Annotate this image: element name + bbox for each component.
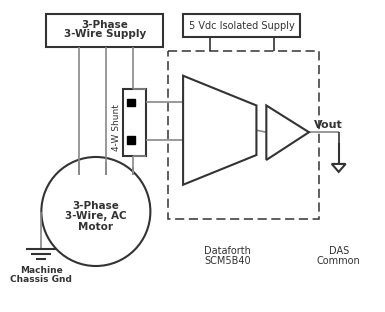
Text: SCM5B40: SCM5B40 bbox=[204, 256, 251, 266]
Bar bbox=[183, 14, 300, 37]
Text: 3-Phase: 3-Phase bbox=[81, 20, 128, 30]
Polygon shape bbox=[266, 105, 309, 160]
Bar bbox=[168, 51, 319, 219]
Text: 3-Wire Supply: 3-Wire Supply bbox=[64, 29, 146, 39]
Polygon shape bbox=[183, 76, 256, 185]
Text: DAS: DAS bbox=[328, 246, 349, 256]
Text: Dataforth: Dataforth bbox=[204, 246, 251, 256]
Text: Motor: Motor bbox=[79, 222, 113, 232]
Text: 5 Vdc Isolated Supply: 5 Vdc Isolated Supply bbox=[189, 21, 295, 31]
Text: 4-W Shunt: 4-W Shunt bbox=[112, 104, 121, 151]
Bar bbox=[127, 99, 134, 106]
Text: 3-Wire, AC: 3-Wire, AC bbox=[65, 212, 127, 222]
Text: Common: Common bbox=[317, 256, 361, 266]
Bar bbox=[46, 14, 163, 47]
Text: Machine: Machine bbox=[20, 266, 63, 275]
Bar bbox=[127, 136, 134, 144]
Text: 3-Phase: 3-Phase bbox=[72, 201, 119, 211]
Text: Vout: Vout bbox=[315, 120, 343, 130]
Bar bbox=[123, 89, 146, 156]
Text: Chassis Gnd: Chassis Gnd bbox=[10, 275, 72, 284]
Circle shape bbox=[41, 157, 151, 266]
Polygon shape bbox=[332, 164, 346, 172]
